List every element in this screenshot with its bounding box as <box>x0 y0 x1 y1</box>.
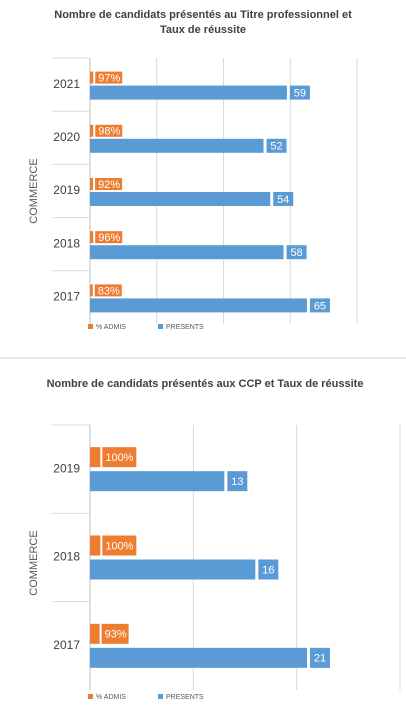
data-label: 97% <box>98 73 120 85</box>
data-label: 92% <box>98 179 120 191</box>
data-label: 13 <box>231 476 243 488</box>
bar <box>90 192 271 206</box>
data-label: 65 <box>314 300 326 312</box>
data-label: 16 <box>262 564 274 576</box>
bar <box>90 471 225 492</box>
legend-label: % ADMIS <box>96 324 126 331</box>
y-tick-label: 2019 <box>53 183 80 197</box>
data-label: 93% <box>105 629 127 641</box>
y-tick-label: 2018 <box>53 550 80 564</box>
data-label: 96% <box>98 232 120 244</box>
legend-label: % ADMIS <box>96 694 126 701</box>
data-label: 98% <box>98 126 120 138</box>
legend-label: PRESENTS <box>166 694 204 701</box>
bar <box>90 647 307 668</box>
legend-label: PRESENTS <box>166 324 204 331</box>
bar <box>90 245 284 260</box>
data-label: 54 <box>277 194 289 206</box>
bar <box>90 178 94 190</box>
chart-title: Nombre de candidats présentés aux CCP et… <box>46 378 364 390</box>
data-label: 58 <box>290 247 302 259</box>
y-tick-label: 2017 <box>53 638 80 652</box>
label-box <box>94 284 122 297</box>
axis-label: COMMERCE <box>28 158 40 223</box>
bar <box>90 124 94 137</box>
bar <box>90 623 100 644</box>
data-label: 100% <box>105 540 133 552</box>
legend-swatch <box>158 324 163 329</box>
bar <box>90 559 256 580</box>
bar <box>90 231 94 244</box>
y-tick-label: 2019 <box>53 461 80 475</box>
label-box <box>289 85 310 100</box>
label-box <box>273 192 294 206</box>
bar <box>90 284 93 297</box>
bar <box>90 535 101 556</box>
legend-swatch <box>88 694 93 699</box>
bar <box>90 85 287 100</box>
label-box <box>95 124 123 137</box>
label-box <box>258 559 279 580</box>
legend-swatch <box>158 694 163 699</box>
label-box <box>95 178 123 190</box>
bar <box>90 298 307 313</box>
label-box <box>102 447 137 468</box>
label-box <box>95 231 123 244</box>
y-tick-label: 2021 <box>53 77 80 91</box>
label-box <box>266 138 287 153</box>
label-box <box>95 71 123 84</box>
label-box <box>286 245 307 260</box>
data-label: 21 <box>314 653 326 665</box>
label-box <box>310 647 330 668</box>
label-box <box>309 298 330 313</box>
axis-label: COMMERCE <box>28 530 40 595</box>
legend-swatch <box>88 324 93 329</box>
bar <box>90 71 94 84</box>
data-label: 59 <box>294 88 306 100</box>
chart-title: Nombre de candidats présentés au Titre p… <box>54 9 352 36</box>
y-tick-label: 2018 <box>53 236 80 250</box>
label-box <box>101 623 129 644</box>
label-box <box>227 471 248 492</box>
y-tick-label: 2017 <box>53 290 80 304</box>
bar <box>90 447 101 468</box>
y-tick-label: 2020 <box>53 130 80 144</box>
bar <box>90 138 264 153</box>
label-box <box>102 535 137 556</box>
data-label: 100% <box>105 452 133 464</box>
data-label: 83% <box>98 285 120 297</box>
data-label: 52 <box>270 141 282 153</box>
